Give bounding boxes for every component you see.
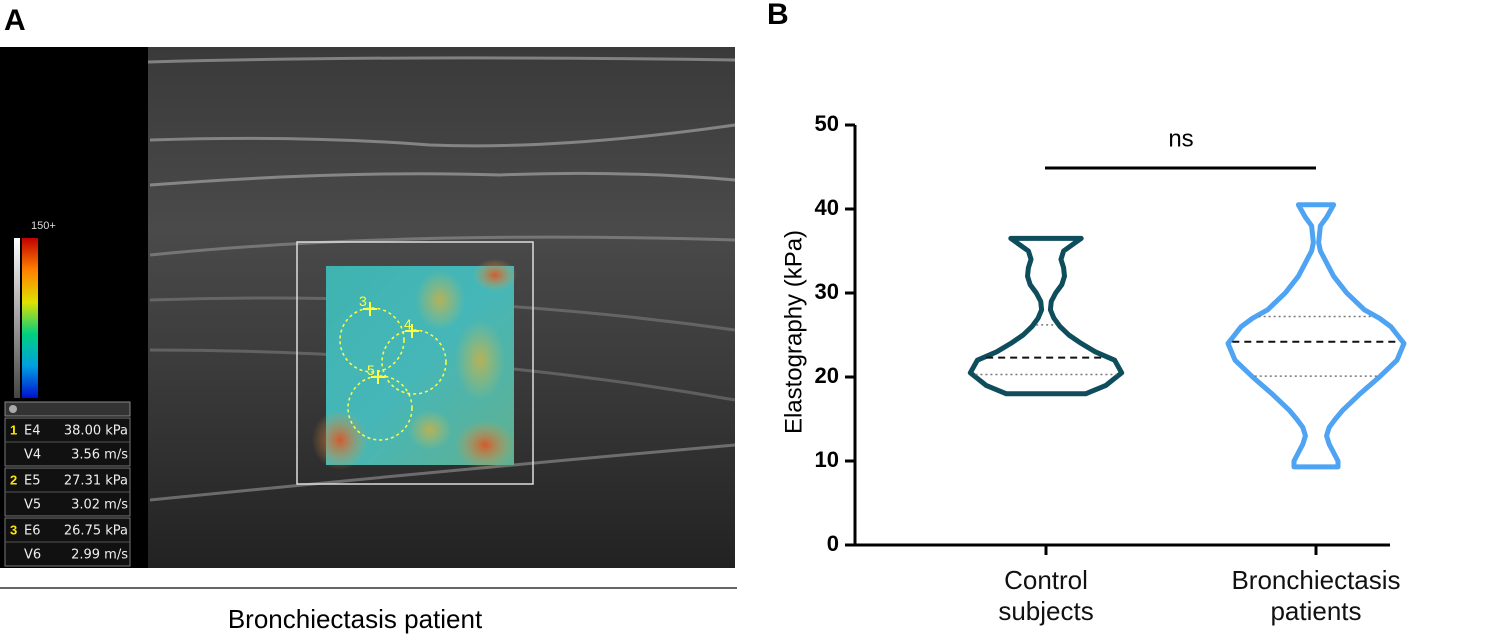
- color-scale-bar: [22, 238, 38, 398]
- y-tick-label: 30: [815, 279, 839, 304]
- caption: Bronchiectasis patient: [228, 604, 483, 634]
- row-index: 2: [10, 472, 17, 487]
- e-name: E5: [24, 474, 41, 489]
- y-axis-title: Elastography (kPa): [780, 230, 807, 434]
- roi-label: 3: [359, 293, 367, 309]
- grey-scale-bar: [14, 238, 20, 398]
- roi-label: 5: [367, 362, 375, 378]
- e-value: 26.75 kPa: [64, 524, 128, 539]
- panel-letter: B: [767, 0, 789, 31]
- panel-letter: A: [4, 4, 26, 37]
- y-tick-label: 40: [815, 195, 839, 220]
- violin-right: [1047, 236, 1125, 397]
- y-tick-label: 20: [815, 363, 839, 388]
- stiff-patches: [312, 259, 517, 470]
- v-name: V4: [24, 448, 41, 463]
- x-tick-label: Bronchiectasis patients: [1231, 565, 1401, 626]
- v-value: 3.02 m/s: [71, 498, 128, 513]
- measurement-table: 1 E4 38.00 kPa V4 3.56 m/s 2 E5 27.31 kPa V5 3.02…: [4, 401, 131, 567]
- tissue-streaks: [147, 56, 736, 502]
- roi-box: [296, 241, 534, 485]
- y-tick-label: 50: [815, 111, 839, 136]
- e-value: 27.31 kPa: [64, 474, 128, 489]
- row-index: 1: [10, 422, 17, 437]
- v-value: 2.99 m/s: [71, 548, 128, 563]
- e-value: 38.00 kPa: [64, 424, 128, 439]
- v-name: V6: [24, 548, 41, 563]
- e-name: E6: [24, 524, 41, 539]
- roi-label: 4: [404, 316, 412, 332]
- violin-right: [1316, 203, 1407, 467]
- violin-left: [967, 236, 1045, 397]
- scale-label: 150+: [31, 220, 56, 232]
- roi-labels: 3 4 5: [359, 293, 412, 378]
- y-tick-label: 10: [815, 447, 839, 472]
- v-value: 3.56 m/s: [71, 448, 128, 463]
- roi-crosses: [363, 302, 419, 384]
- violin-left: [1225, 203, 1316, 467]
- significance-label: ns: [1168, 125, 1193, 152]
- v-name: V5: [24, 498, 41, 513]
- row-index: 3: [10, 522, 17, 537]
- x-tick-label: Control subjects: [998, 565, 1094, 626]
- e-name: E4: [24, 424, 41, 439]
- y-tick-label: 0: [827, 531, 839, 556]
